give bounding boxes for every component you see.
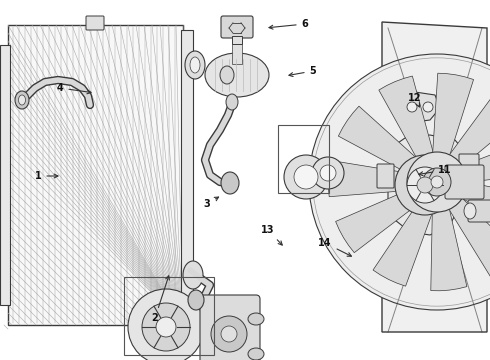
Polygon shape	[339, 106, 417, 174]
Ellipse shape	[464, 203, 476, 219]
Text: 1: 1	[35, 171, 58, 181]
Polygon shape	[373, 204, 433, 286]
Ellipse shape	[188, 290, 204, 310]
FancyBboxPatch shape	[221, 16, 253, 38]
Text: 8: 8	[0, 359, 1, 360]
Text: 14: 14	[318, 238, 351, 256]
Circle shape	[284, 155, 328, 199]
Polygon shape	[382, 22, 487, 332]
Polygon shape	[379, 76, 433, 159]
Text: 3: 3	[204, 197, 219, 209]
Polygon shape	[449, 198, 490, 277]
Text: 9: 9	[0, 359, 1, 360]
Circle shape	[211, 316, 247, 352]
Polygon shape	[462, 138, 490, 183]
Ellipse shape	[190, 57, 200, 73]
FancyBboxPatch shape	[468, 200, 490, 222]
Polygon shape	[328, 161, 408, 197]
Circle shape	[423, 168, 451, 196]
Ellipse shape	[185, 51, 205, 79]
Circle shape	[320, 165, 336, 181]
Text: 7: 7	[0, 359, 1, 360]
Text: 5: 5	[289, 66, 317, 77]
Polygon shape	[336, 190, 417, 253]
Circle shape	[294, 165, 318, 189]
Circle shape	[142, 303, 190, 351]
Text: 10: 10	[0, 359, 1, 360]
Ellipse shape	[248, 348, 264, 360]
FancyBboxPatch shape	[459, 154, 479, 178]
Circle shape	[128, 289, 204, 360]
Text: 2: 2	[151, 276, 170, 323]
Polygon shape	[431, 209, 467, 291]
Ellipse shape	[205, 53, 269, 97]
FancyBboxPatch shape	[445, 165, 484, 199]
Circle shape	[407, 167, 443, 203]
Polygon shape	[433, 73, 473, 155]
Circle shape	[221, 326, 237, 342]
Text: 15: 15	[0, 359, 1, 360]
Circle shape	[407, 102, 417, 112]
Text: 6: 6	[269, 19, 308, 29]
Ellipse shape	[221, 172, 239, 194]
Ellipse shape	[220, 66, 234, 84]
Bar	[181, 30, 193, 320]
Bar	[278, 125, 329, 193]
Bar	[8, 25, 183, 325]
FancyBboxPatch shape	[86, 16, 104, 30]
Polygon shape	[388, 135, 468, 235]
Circle shape	[312, 157, 344, 189]
Bar	[124, 277, 214, 355]
Circle shape	[156, 317, 176, 337]
Text: 4: 4	[57, 83, 91, 94]
FancyBboxPatch shape	[200, 295, 260, 360]
Text: 13: 13	[261, 225, 282, 245]
Circle shape	[309, 54, 490, 310]
Polygon shape	[400, 92, 440, 122]
FancyBboxPatch shape	[377, 164, 394, 188]
Ellipse shape	[226, 94, 238, 110]
Circle shape	[407, 152, 467, 212]
Circle shape	[417, 177, 433, 193]
Bar	[232, 44, 242, 64]
Polygon shape	[462, 182, 490, 233]
Circle shape	[431, 176, 443, 188]
Bar	[0, 45, 10, 305]
Ellipse shape	[19, 95, 25, 105]
Circle shape	[395, 155, 455, 215]
Circle shape	[423, 102, 433, 112]
Ellipse shape	[183, 261, 203, 289]
Bar	[232, 36, 242, 44]
Ellipse shape	[248, 313, 264, 325]
Polygon shape	[449, 91, 490, 166]
Ellipse shape	[15, 91, 29, 109]
Text: 12: 12	[408, 93, 422, 107]
Text: 11: 11	[419, 165, 452, 176]
